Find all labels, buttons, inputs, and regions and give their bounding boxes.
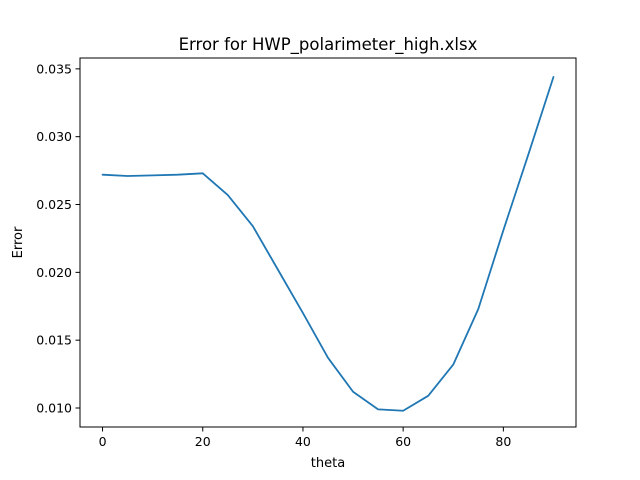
plot-area: 0 20 40 60 80 0.010 0.015 0.020 0.025 0.030 0.035	[36, 57, 577, 449]
x-tick-label: 0	[99, 434, 107, 449]
y-tick-label: 0.030	[36, 129, 72, 144]
x-tick-label: 60	[395, 434, 411, 449]
y-tick-label: 0.015	[36, 333, 72, 348]
series-layer	[101, 76, 555, 412]
axes-frame	[79, 57, 577, 428]
y-tick-label: 0.020	[36, 265, 72, 280]
x-tick-label: 20	[195, 434, 211, 449]
x-tick-label: 80	[495, 434, 511, 449]
chart-title: Error for HWP_polarimeter_high.xlsx	[179, 35, 478, 55]
y-axis: 0.010 0.015 0.020 0.025 0.030 0.035	[36, 61, 80, 416]
series-line-0	[101, 76, 555, 412]
y-tick-label: 0.010	[36, 401, 72, 416]
x-axis-label: theta	[311, 456, 345, 471]
y-axis-label: Error	[11, 226, 26, 258]
y-tick-label: 0.025	[36, 197, 72, 212]
x-axis: 0 20 40 60 80	[99, 427, 511, 449]
y-tick-label: 0.035	[36, 61, 72, 76]
x-tick-label: 40	[295, 434, 311, 449]
